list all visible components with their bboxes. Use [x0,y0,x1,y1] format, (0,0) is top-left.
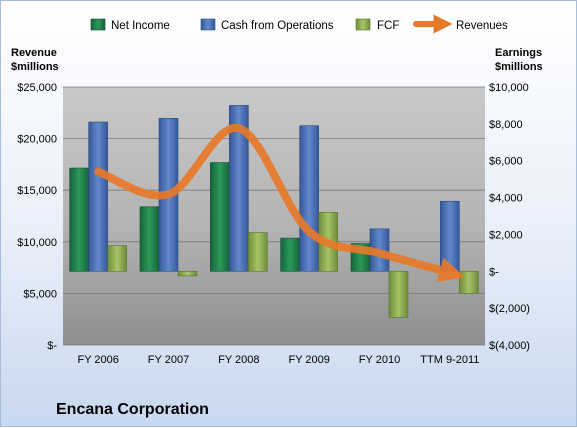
left-tick-label: $25,000 [17,82,57,94]
x-tick-label: FY 2007 [148,354,189,366]
bar-fcf-fy-2010 [389,271,408,317]
chart-title: Encana Corporation [56,401,209,418]
left-tick-label: $10,000 [17,237,57,249]
bar-net-income-fy-2008 [210,163,229,272]
legend-label-net-income: Net Income [111,20,170,32]
right-tick-label: $10,000 [489,82,529,94]
left-tick-label: $20,000 [17,134,57,146]
bar-net-income-fy-2007 [140,207,159,271]
legend-label-cash-from-operations: Cash from Operations [221,20,334,32]
right-tick-label: $2,000 [489,229,523,241]
bar-cash-from-operations-fy-2006 [89,122,108,271]
left-axis-ticks: $- $5,000 $10,000 $15,000 $20,000 $25,000 [17,82,57,352]
right-tick-label: $(2,000) [489,303,530,315]
right-axis-label-line-2: $millions [495,61,543,73]
bar-fcf-fy-2006 [108,245,127,271]
right-tick-label: $8,000 [489,119,523,131]
plot-area [63,87,485,345]
legend-label-fcf: FCF [377,20,399,32]
x-tick-label: FY 2010 [359,354,400,366]
legend-swatch-fcf [356,19,370,30]
bar-net-income-fy-2009 [281,238,300,271]
legend-swatch-net-income [91,19,105,30]
bar-net-income-fy-2006 [70,168,89,271]
x-tick-label: FY 2008 [218,354,259,366]
x-tick-label: TTM 9-2011 [420,354,479,366]
bar-cash-from-operations-ttm-9-2011 [440,201,459,271]
right-tick-label: $6,000 [489,156,523,168]
x-tick-label: FY 2006 [77,354,118,366]
left-tick-label: $5,000 [23,288,57,300]
x-tick-label: FY 2009 [288,354,329,366]
bar-cash-from-operations-fy-2009 [300,126,319,272]
left-axis-label-line-2: $millions [11,61,59,73]
right-tick-label: $4,000 [489,193,523,205]
left-tick-label: $15,000 [17,185,57,197]
bar-fcf-fy-2008 [248,233,267,272]
legend-swatch-cash-from-operations [201,19,215,30]
x-axis-ticks: FY 2006 FY 2007 FY 2008 FY 2009 FY 2010 TTM 9… [77,354,479,366]
bar-fcf-ttm-9-2011 [459,271,478,293]
right-tick-label: $- [489,266,499,278]
right-axis-ticks: $(4,000) $(2,000) $- $2,000 $4,000 $6,000 $8,0… [489,82,530,352]
right-tick-label: $(4,000) [489,340,530,352]
legend: Net Income Cash from Operations FCF Reve… [91,19,508,32]
legend-label-revenues: Revenues [456,20,508,32]
bar-fcf-fy-2007 [178,271,197,276]
right-axis-label-line-1: Earnings [495,47,542,59]
left-axis-label-line-1: Revenue [11,47,57,59]
left-tick-label: $- [47,340,57,352]
